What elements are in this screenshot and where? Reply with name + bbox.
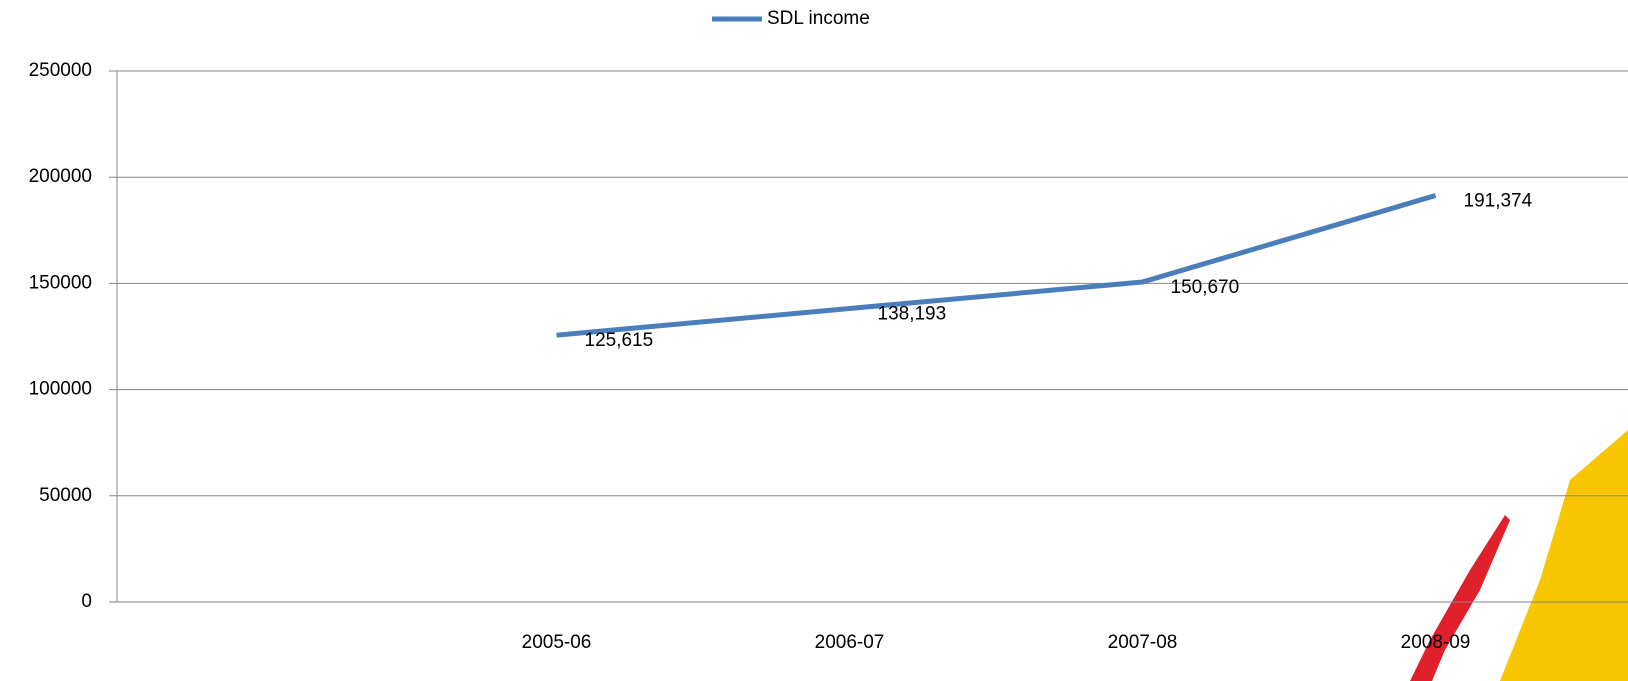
- data-label: 138,193: [878, 303, 947, 324]
- legend-label: SDL income: [767, 8, 870, 29]
- y-tick-label: 200000: [29, 166, 92, 187]
- x-tick-label: 2006-07: [815, 632, 885, 653]
- y-tick-label: 150000: [29, 272, 92, 293]
- data-label: 150,670: [1171, 277, 1240, 298]
- y-tick-label: 250000: [29, 60, 92, 81]
- x-tick-label: 2007-08: [1108, 632, 1178, 653]
- data-line: [556, 193, 1437, 338]
- decoration: [1410, 515, 1510, 681]
- x-tick-label: 2005-06: [522, 632, 592, 653]
- decoration: [1500, 430, 1628, 681]
- data-label: 125,615: [585, 330, 654, 351]
- y-tick-label: 100000: [29, 379, 92, 400]
- y-tick-label: 0: [81, 591, 92, 612]
- data-label: 191,374: [1464, 191, 1533, 212]
- x-tick-label: 2008-09: [1401, 632, 1471, 653]
- y-tick-label: 50000: [39, 485, 92, 506]
